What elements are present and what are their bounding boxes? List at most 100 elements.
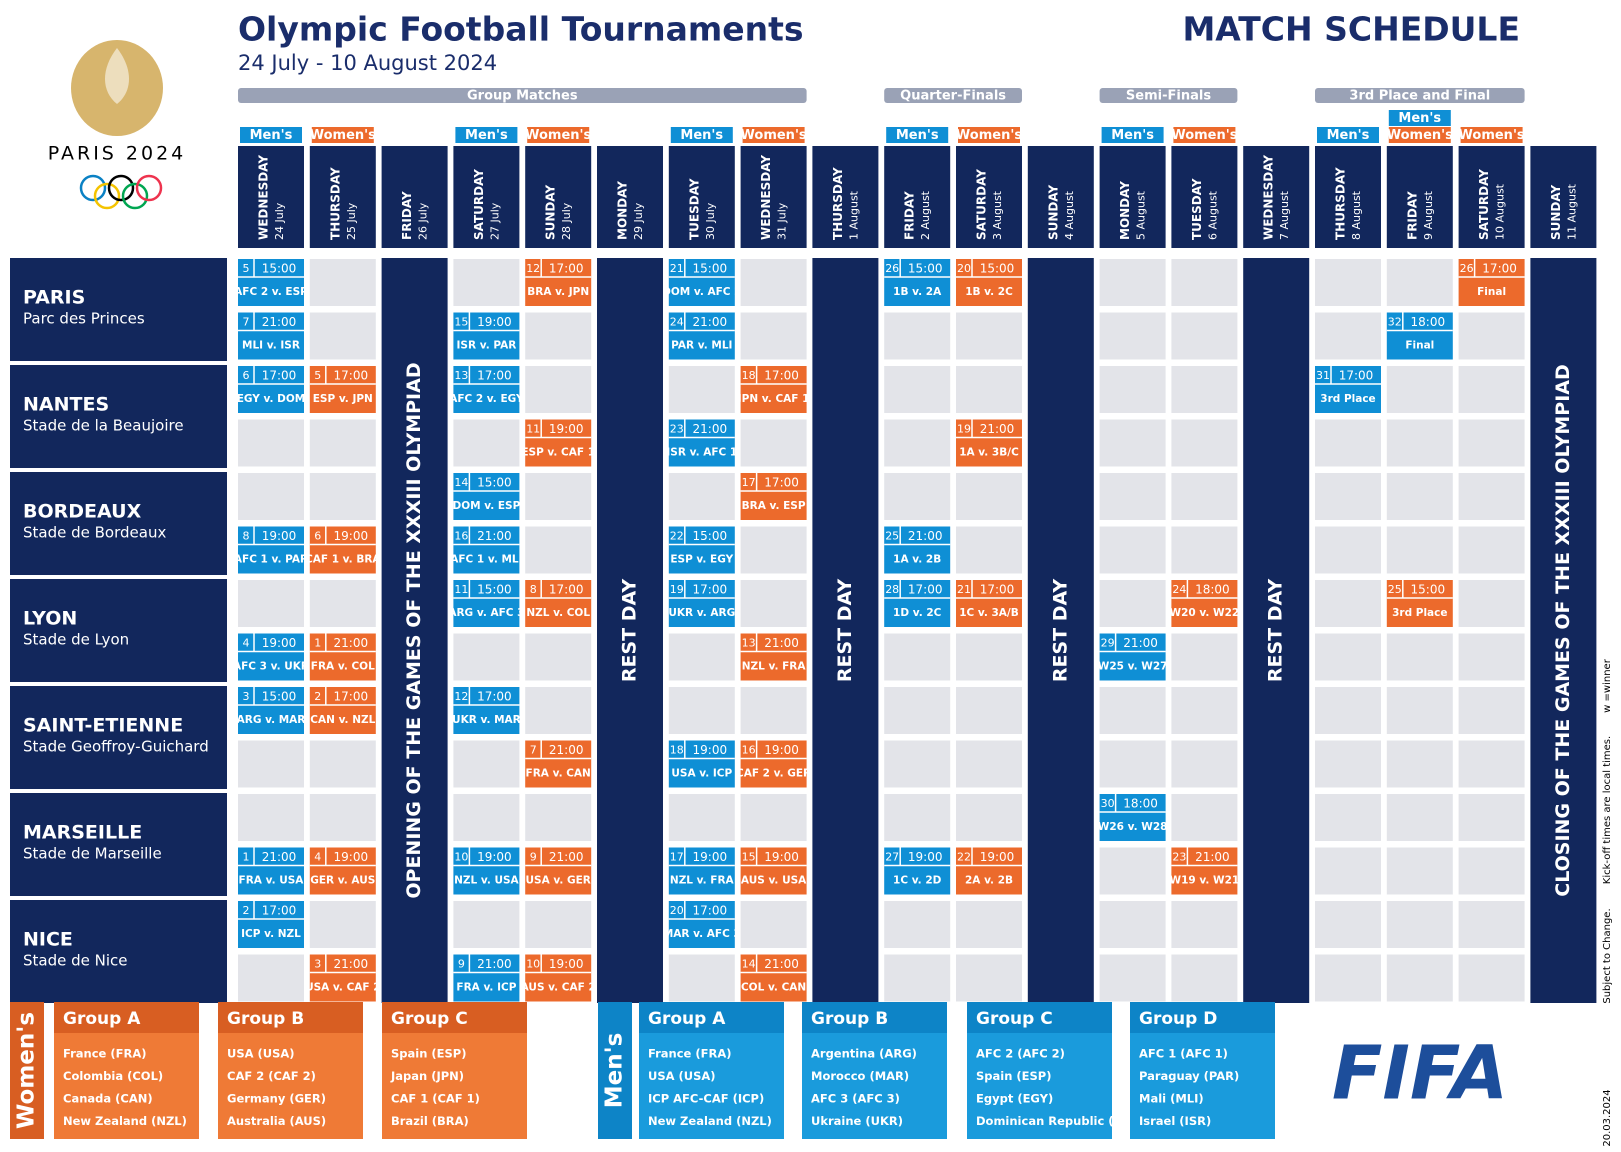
match-bg: [668, 580, 735, 627]
gender-tag-label: Men's: [1398, 111, 1441, 126]
empty-cell: [1386, 794, 1453, 841]
empty-cell: [1171, 954, 1238, 1002]
day-header: [1027, 146, 1094, 248]
gender-tag: [958, 127, 1020, 143]
match-bg: [525, 419, 592, 467]
match-cell: 16 21:00 AFC 1 v. MLI: [450, 526, 523, 574]
day-header: [453, 146, 520, 248]
empty-cell: [668, 954, 735, 1002]
stage-bar: [1315, 88, 1525, 103]
group-team: USA (USA): [648, 1069, 716, 1083]
day-header: [525, 146, 592, 248]
match-cell: 24 21:00 PAR v. MLI: [668, 312, 735, 360]
venue-name: BORDEAUX: [23, 501, 142, 523]
empty-cell: [1315, 419, 1381, 467]
empty-cell: [1386, 687, 1453, 734]
match-number: 24: [1172, 583, 1186, 596]
empty-cell: [453, 740, 520, 788]
empty-cell: [1171, 901, 1238, 948]
group-header: [218, 1002, 363, 1033]
match-number: 30: [1101, 797, 1115, 810]
date: 11 August: [1565, 183, 1578, 240]
weekday: TUESDAY: [687, 178, 701, 240]
empty-cell: [1458, 366, 1525, 413]
gender-tag-label: Women's: [956, 128, 1022, 143]
match-cell: 13 21:00 NZL v. FRA: [740, 633, 807, 681]
empty-cell: [1315, 847, 1381, 895]
day-header: [956, 146, 1022, 248]
day-header-text: FRIDAY 26 July: [400, 191, 430, 240]
gender-tag-label: Men's: [680, 128, 723, 143]
match-time: 19:00: [980, 850, 1015, 864]
group-team: Paraguay (PAR): [1139, 1069, 1239, 1083]
match-teams: 1C v. 3A/B: [959, 607, 1019, 619]
date: 6 August: [1206, 190, 1219, 240]
match-number: 23: [1172, 851, 1186, 864]
match-bg: [525, 580, 592, 627]
special-column: [1530, 258, 1597, 1003]
match-teams: NZL v. FRA: [670, 875, 735, 887]
empty-cell: [309, 312, 376, 360]
match-cell: 15 19:00 AUS v. USA: [740, 847, 807, 895]
empty-cell: [238, 419, 304, 467]
day-header: [1458, 146, 1525, 248]
match-cell: 29 21:00 W25 v. W27: [1098, 633, 1167, 681]
day-header-text: SUNDAY 4 August: [1046, 184, 1076, 240]
group-header: [54, 1002, 199, 1033]
day-header: [812, 146, 879, 248]
match-bg: [956, 580, 1022, 627]
match-time: 19:00: [477, 315, 512, 329]
match-time: 15:00: [693, 262, 728, 276]
group-team: AFC 1 (AFC 1): [1139, 1047, 1228, 1061]
empty-cell: [238, 794, 304, 841]
match-teams: UKR v. MAR: [452, 714, 521, 726]
empty-cell: [1458, 419, 1525, 467]
day-header: [597, 146, 663, 248]
match-teams: JPN v. CAF 1: [737, 393, 810, 405]
match-number: 7: [530, 744, 537, 757]
empty-cell: [453, 419, 520, 467]
empty-cell: [1315, 954, 1381, 1002]
group-name: Group B: [227, 1009, 304, 1029]
match-time: 19:00: [693, 850, 728, 864]
match-teams: W19 v. W21: [1170, 875, 1240, 887]
match-bg: [740, 473, 807, 520]
empty-cell: [1099, 847, 1166, 895]
gender-tag-label: Men's: [1327, 128, 1370, 143]
weekday: MONDAY: [616, 181, 630, 240]
empty-cell: [1458, 580, 1525, 627]
match-cell: 15 19:00 ISR v. PAR: [453, 312, 520, 360]
date: 29 July: [632, 202, 645, 240]
special-column-text: OPENING OF THE GAMES OF THE XXXIII OLYMP…: [403, 362, 425, 898]
date: 2 August: [919, 190, 932, 240]
match-time: 21:00: [908, 529, 943, 543]
weekday: WEDNESDAY: [759, 155, 773, 240]
match-teams: W20 v. W22: [1170, 607, 1240, 619]
match-cell: 22 19:00 2A v. 2B: [956, 847, 1022, 895]
empty-cell: [1171, 366, 1238, 413]
match-bg: [309, 847, 376, 895]
match-bg: [668, 259, 735, 306]
match-bg: [1458, 259, 1525, 306]
match-cell: 14 21:00 COL v. CAN: [740, 954, 807, 1002]
gender-tag: [1317, 127, 1379, 143]
empty-cell: [1386, 419, 1453, 467]
empty-cell: [956, 901, 1022, 948]
empty-cell: [238, 740, 304, 788]
match-time: 19:00: [549, 957, 584, 971]
gender-tag-label: Women's: [741, 128, 807, 143]
special-column: [1243, 258, 1310, 1003]
match-bg: [884, 526, 951, 574]
group-header: [967, 1002, 1112, 1033]
day-header-text: MONDAY 5 August: [1118, 181, 1148, 240]
empty-cell: [1315, 473, 1381, 520]
side-note: Kick-off times are local times.: [1602, 736, 1613, 884]
match-time: 18:00: [1195, 583, 1230, 597]
match-cell: 16 19:00 CAF 2 v. GER: [736, 740, 811, 788]
match-number: 4: [243, 637, 250, 650]
gender-tag: [1101, 127, 1164, 143]
match-teams: Final: [1477, 286, 1506, 298]
match-number: 21: [670, 262, 684, 275]
weekday: THURSDAY: [1334, 167, 1348, 240]
match-cell: 5 15:00 AFC 2 v. ESP: [234, 259, 308, 306]
